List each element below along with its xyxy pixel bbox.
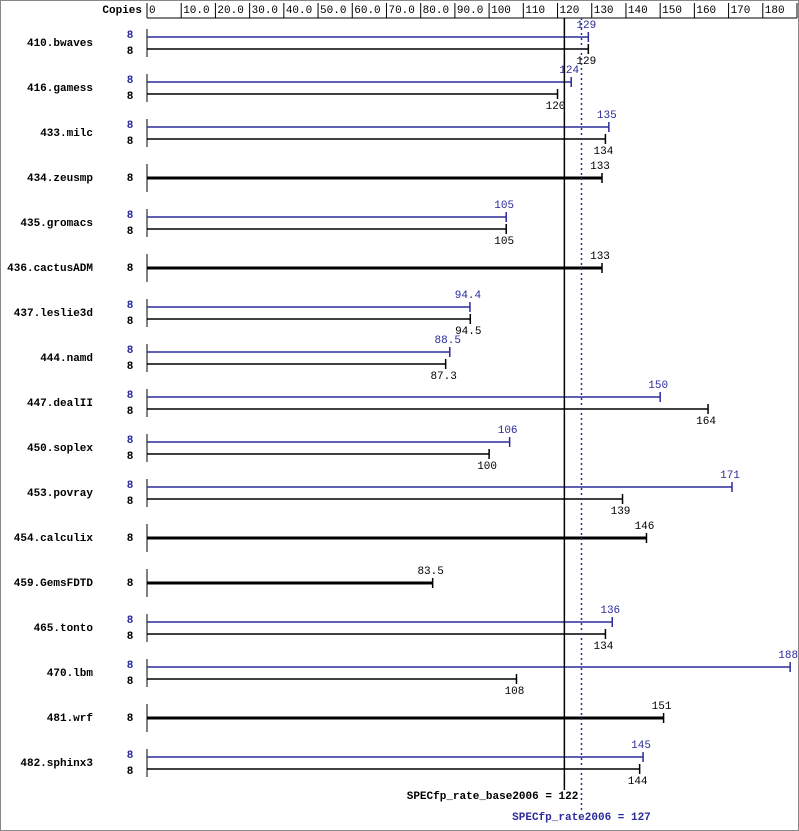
value-label: 164 <box>696 416 716 428</box>
copies-label: 8 <box>127 210 134 222</box>
benchmark-name: 481.wrf <box>47 713 94 725</box>
benchmark-name: 437.leslie3d <box>14 308 93 320</box>
x-tick-label: 160 <box>696 5 716 17</box>
value-label: 105 <box>494 236 514 248</box>
copies-label: 8 <box>127 173 134 185</box>
x-tick-label: 20.0 <box>217 5 243 17</box>
copies-label: 8 <box>127 263 134 275</box>
value-label: 88.5 <box>435 335 461 347</box>
benchmark-name: 453.povray <box>27 488 93 500</box>
value-label: 133 <box>590 251 610 263</box>
x-tick-label: 110 <box>525 5 545 17</box>
value-label: 129 <box>576 20 596 32</box>
value-label: 100 <box>477 461 497 473</box>
benchmark-name: 444.namd <box>40 353 93 365</box>
value-label: 134 <box>594 641 614 653</box>
value-label: 124 <box>559 65 579 77</box>
benchmark-name: 436.cactusADM <box>7 263 93 275</box>
x-tick-label: 0 <box>149 5 156 17</box>
copies-label: 8 <box>127 496 134 508</box>
copies-label: 8 <box>127 660 134 672</box>
value-label: 94.5 <box>455 326 481 338</box>
x-tick-label: 100 <box>491 5 511 17</box>
benchmark-name: 482.sphinx3 <box>20 758 93 770</box>
benchmark-name: 434.zeusmp <box>27 173 93 185</box>
value-label: 129 <box>576 56 596 68</box>
copies-label: 8 <box>127 480 134 492</box>
value-label: 105 <box>494 200 514 212</box>
benchmark-name: 433.milc <box>40 128 93 140</box>
benchmark-name: 450.soplex <box>27 443 93 455</box>
benchmark-name: 410.bwaves <box>27 38 93 50</box>
value-label: 139 <box>611 506 631 518</box>
value-label: 108 <box>505 686 525 698</box>
copies-label: 8 <box>127 676 134 688</box>
benchmark-name: 454.calculix <box>14 533 94 545</box>
benchmark-name: 470.lbm <box>47 668 94 680</box>
copies-label: 8 <box>127 390 134 402</box>
copies-label: 8 <box>127 631 134 643</box>
copies-label: 8 <box>127 226 134 238</box>
x-tick-label: 30.0 <box>252 5 278 17</box>
copies-label: 8 <box>127 300 134 312</box>
x-tick-label: 130 <box>594 5 614 17</box>
value-label: 146 <box>635 521 655 533</box>
x-tick-label: 50.0 <box>320 5 346 17</box>
copies-label: 8 <box>127 120 134 132</box>
x-tick-label: 70.0 <box>388 5 414 17</box>
value-label: 135 <box>597 110 617 122</box>
copies-label: 8 <box>127 713 134 725</box>
value-label: 134 <box>594 146 614 158</box>
copies-header: Copies <box>102 5 142 17</box>
copies-label: 8 <box>127 361 134 373</box>
value-label: 133 <box>590 161 610 173</box>
x-tick-label: 180 <box>765 5 785 17</box>
value-label: 87.3 <box>430 371 456 383</box>
value-label: 151 <box>652 701 672 713</box>
copies-label: 8 <box>127 766 134 778</box>
x-tick-label: 40.0 <box>286 5 312 17</box>
copies-label: 8 <box>127 451 134 463</box>
copies-label: 8 <box>127 46 134 58</box>
copies-label: 8 <box>127 533 134 545</box>
copies-label: 8 <box>127 316 134 328</box>
benchmark-name: 447.dealII <box>27 398 93 410</box>
x-tick-label: 140 <box>628 5 648 17</box>
copies-label: 8 <box>127 435 134 447</box>
reference-label: SPECfp_rate2006 = 127 <box>512 812 651 824</box>
x-tick-label: 80.0 <box>423 5 449 17</box>
value-label: 144 <box>628 776 648 788</box>
value-label: 145 <box>631 740 651 752</box>
x-tick-label: 90.0 <box>457 5 483 17</box>
x-tick-label: 170 <box>731 5 751 17</box>
x-tick-label: 120 <box>560 5 580 17</box>
value-label: 120 <box>546 101 566 113</box>
copies-label: 8 <box>127 136 134 148</box>
benchmark-name: 459.GemsFDTD <box>14 578 94 590</box>
copies-label: 8 <box>127 406 134 418</box>
reference-label: SPECfp_rate_base2006 = 122 <box>407 791 579 803</box>
copies-label: 8 <box>127 91 134 103</box>
copies-label: 8 <box>127 75 134 87</box>
copies-label: 8 <box>127 345 134 357</box>
value-label: 83.5 <box>417 566 443 578</box>
value-label: 150 <box>648 380 668 392</box>
x-tick-label: 150 <box>662 5 682 17</box>
benchmark-name: 416.gamess <box>27 83 93 95</box>
x-tick-label: 60.0 <box>354 5 380 17</box>
copies-label: 8 <box>127 750 134 762</box>
value-label: 136 <box>600 605 620 617</box>
copies-label: 8 <box>127 578 134 590</box>
benchmark-name: 465.tonto <box>34 623 94 635</box>
copies-label: 8 <box>127 615 134 627</box>
value-label: 94.4 <box>455 290 482 302</box>
copies-label: 8 <box>127 30 134 42</box>
x-tick-label: 10.0 <box>183 5 209 17</box>
value-label: 171 <box>720 470 740 482</box>
benchmark-name: 435.gromacs <box>20 218 93 230</box>
value-label: 188 <box>778 650 798 662</box>
value-label: 106 <box>498 425 518 437</box>
